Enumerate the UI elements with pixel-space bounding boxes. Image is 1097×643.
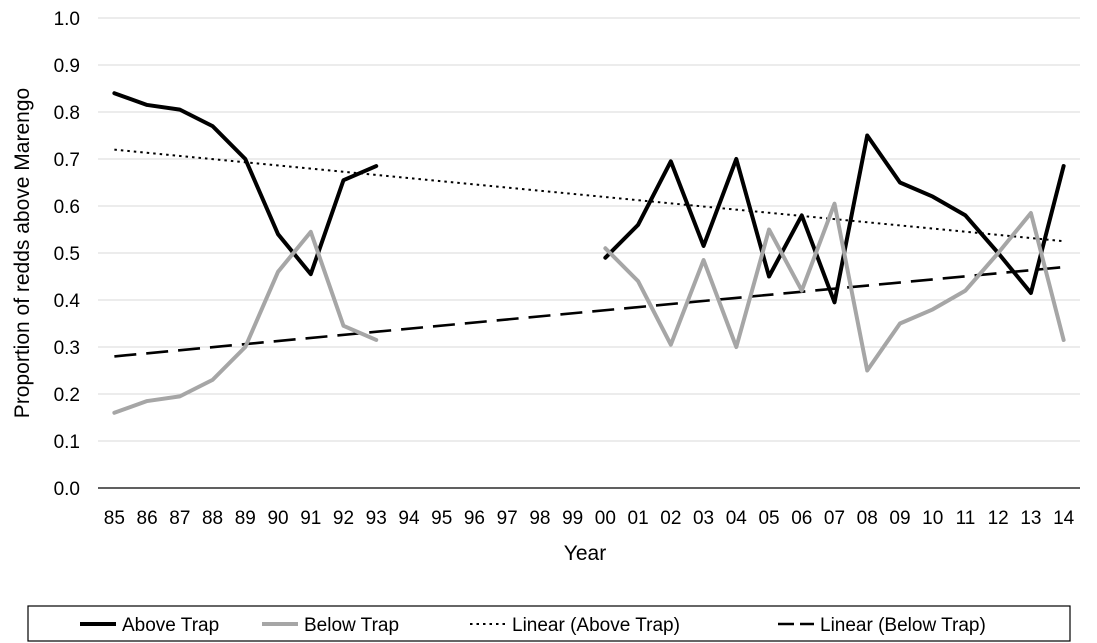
y-tick-label: 0.9 — [54, 56, 80, 77]
y-tick-label: 0.1 — [54, 432, 80, 453]
x-tick-label: 93 — [366, 508, 387, 529]
x-tick-label: 02 — [660, 508, 681, 529]
x-tick-label: 12 — [988, 508, 1009, 529]
grid-lines — [98, 17, 1080, 442]
x-axis-ticks: 85 86 87 88 89 90 91 92 93 94 95 96 97 98 99 00 01 02 03 04… — [104, 508, 1075, 529]
series-above-trap — [112, 91, 1066, 305]
x-tick-label: 05 — [758, 508, 779, 529]
y-tick-label: 0.4 — [54, 291, 81, 312]
x-tick-label: 88 — [202, 508, 223, 529]
x-tick-label: 14 — [1053, 508, 1075, 529]
x-tick-label: 92 — [333, 508, 354, 529]
y-tick-label: 0.7 — [54, 150, 80, 171]
x-tick-label: 98 — [529, 508, 550, 529]
legend-label: Below Trap — [304, 615, 399, 636]
x-tick-label: 03 — [693, 508, 714, 529]
x-tick-label: 01 — [628, 508, 649, 529]
trendlines — [114, 148, 1064, 358]
y-tick-label: 0.2 — [54, 385, 80, 406]
x-tick-label: 86 — [137, 508, 158, 529]
x-tick-label: 90 — [267, 508, 288, 529]
x-tick-label: 99 — [562, 508, 583, 529]
series-below-trap — [112, 201, 1066, 415]
x-tick-label: 04 — [726, 508, 748, 529]
y-tick-label: 1.0 — [54, 9, 80, 30]
legend-label: Linear (Below Trap) — [820, 615, 986, 636]
x-tick-label: 89 — [235, 508, 256, 529]
trendline-dashed — [114, 265, 1064, 358]
x-tick-label: 87 — [169, 508, 190, 529]
x-tick-label: 97 — [497, 508, 518, 529]
data-series — [112, 91, 1066, 415]
y-tick-label: 0.8 — [54, 103, 80, 124]
x-tick-label: 09 — [889, 508, 910, 529]
x-tick-label: 94 — [398, 508, 420, 529]
y-tick-label: 0.0 — [54, 479, 80, 500]
x-tick-label: 08 — [857, 508, 878, 529]
x-tick-label: 07 — [824, 508, 845, 529]
legend-label: Linear (Above Trap) — [512, 615, 680, 636]
y-axis-ticks: 0.0 0.1 0.2 0.3 0.4 0.5 0.6 0.7 0.8 0.9 1.0 — [54, 9, 81, 500]
series-line — [603, 133, 1066, 305]
x-tick-label: 95 — [431, 508, 452, 529]
trendline-dotted — [114, 148, 1064, 243]
y-tick-label: 0.3 — [54, 338, 80, 359]
y-tick-label: 0.6 — [54, 197, 80, 218]
x-tick-label: 96 — [464, 508, 485, 529]
x-tick-label: 10 — [922, 508, 943, 529]
legend-label: Above Trap — [122, 615, 219, 636]
legend-border — [27, 605, 1071, 642]
series-line — [112, 91, 379, 277]
series-line — [112, 229, 379, 415]
x-tick-label: 85 — [104, 508, 125, 529]
y-axis-title: Proportion of redds above Marengo — [11, 88, 34, 418]
x-tick-label: 13 — [1020, 508, 1041, 529]
y-tick-label: 0.5 — [54, 244, 80, 265]
x-axis-title: Year — [564, 542, 606, 565]
x-tick-label: 91 — [300, 508, 321, 529]
x-tick-label: 00 — [595, 508, 616, 529]
x-tick-label: 06 — [791, 508, 812, 529]
x-tick-label: 11 — [956, 508, 976, 529]
legend: Above Trap Below Trap Linear (Above Trap) L… — [27, 605, 1071, 642]
series-line — [603, 201, 1066, 373]
